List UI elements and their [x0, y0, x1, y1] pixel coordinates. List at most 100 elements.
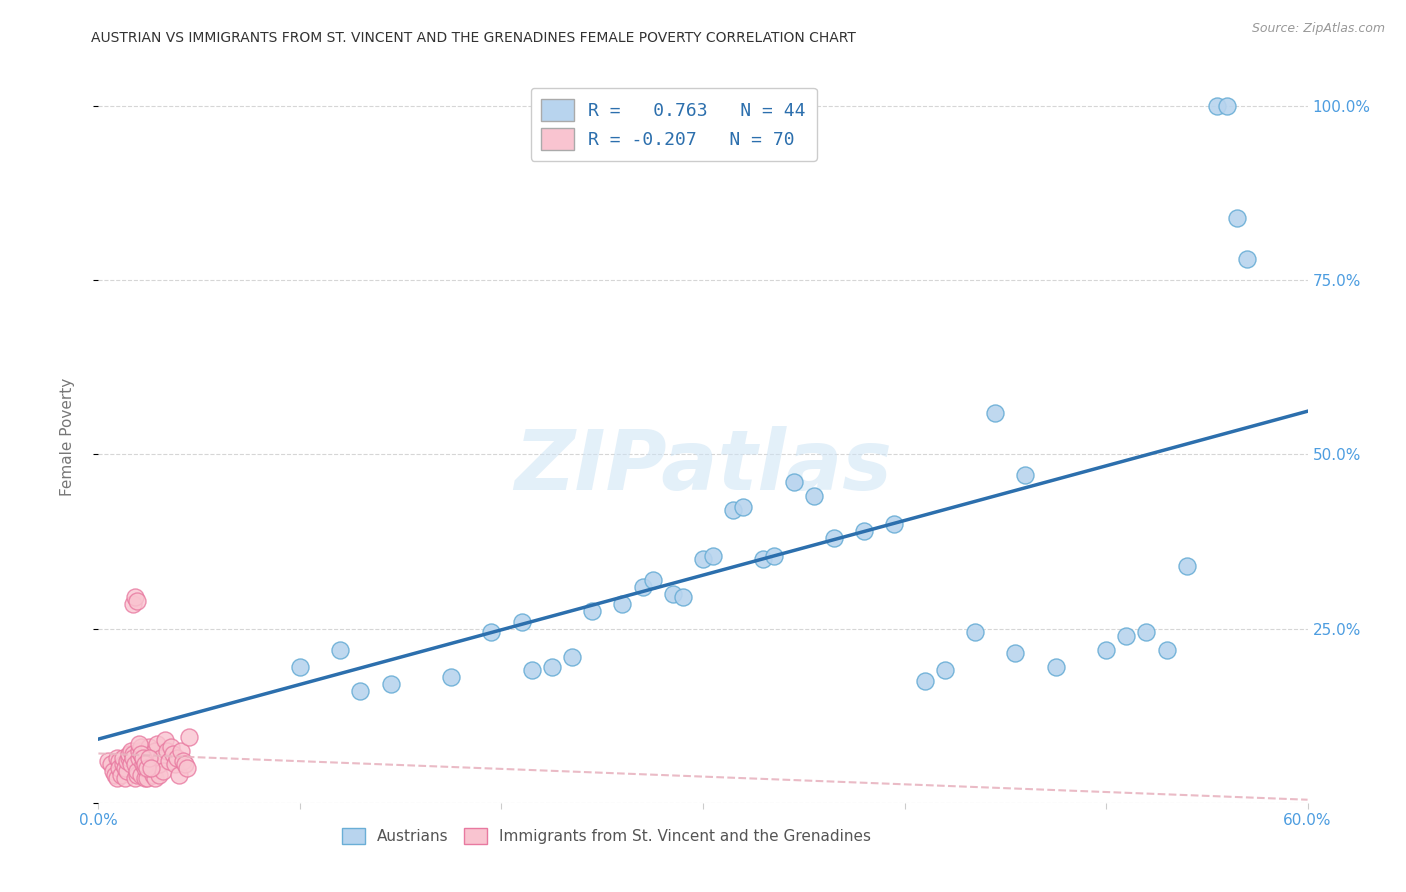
Point: [111, 757, 134, 772]
Point: [167, 768, 190, 782]
Point: [762, 549, 785, 563]
Point: [153, 733, 176, 747]
Point: [170, 743, 193, 757]
Point: [121, 597, 143, 611]
Point: [101, 764, 124, 779]
Point: [914, 673, 936, 688]
Point: [105, 772, 128, 786]
Point: [107, 754, 129, 768]
Point: [148, 768, 170, 782]
Point: [1014, 468, 1036, 483]
Point: [124, 772, 146, 786]
Point: [139, 757, 162, 772]
Point: [1175, 558, 1198, 573]
Point: [103, 768, 125, 782]
Point: [163, 757, 186, 772]
Point: [110, 768, 132, 782]
Text: ZIPatlas: ZIPatlas: [515, 425, 891, 507]
Point: [1135, 625, 1157, 640]
Point: [132, 750, 155, 764]
Point: [160, 740, 183, 755]
Point: [142, 768, 165, 782]
Point: [661, 99, 683, 113]
Point: [520, 664, 543, 678]
Point: [672, 591, 695, 605]
Point: [783, 475, 806, 490]
Point: [121, 750, 143, 764]
Point: [1226, 211, 1249, 225]
Point: [143, 772, 166, 786]
Point: [1206, 99, 1229, 113]
Point: [115, 754, 138, 768]
Point: [176, 761, 198, 775]
Point: [142, 750, 165, 764]
Point: [128, 737, 150, 751]
Point: [134, 761, 156, 775]
Point: [143, 743, 166, 757]
Point: [349, 684, 371, 698]
Point: [174, 757, 197, 772]
Point: [111, 750, 134, 764]
Point: [162, 747, 184, 761]
Point: [115, 764, 138, 779]
Point: [853, 524, 876, 538]
Point: [883, 517, 905, 532]
Point: [105, 750, 128, 764]
Point: [179, 730, 201, 744]
Point: [118, 747, 141, 761]
Point: [1156, 642, 1178, 657]
Point: [120, 743, 142, 757]
Point: [510, 615, 533, 629]
Point: [149, 750, 172, 764]
Point: [803, 489, 825, 503]
Point: [138, 754, 160, 768]
Point: [481, 625, 503, 640]
Point: [107, 761, 129, 775]
Point: [1095, 642, 1118, 657]
Point: [114, 761, 136, 775]
Point: [135, 761, 157, 775]
Point: [612, 597, 634, 611]
Point: [146, 737, 169, 751]
Point: [288, 660, 311, 674]
Point: [139, 761, 162, 775]
Point: [125, 594, 148, 608]
Point: [128, 750, 150, 764]
Point: [934, 664, 956, 678]
Point: [129, 768, 152, 782]
Point: [129, 740, 152, 755]
Point: [166, 750, 188, 764]
Point: [984, 406, 1007, 420]
Point: [152, 764, 174, 779]
Point: [156, 743, 179, 757]
Point: [148, 757, 170, 772]
Point: [172, 754, 194, 768]
Legend: Austrians, Immigrants from St. Vincent and the Grenadines: Austrians, Immigrants from St. Vincent a…: [336, 822, 877, 850]
Point: [440, 670, 463, 684]
Point: [723, 503, 745, 517]
Point: [581, 604, 603, 618]
Point: [132, 750, 155, 764]
Point: [692, 552, 714, 566]
Point: [965, 625, 987, 640]
Point: [380, 677, 402, 691]
Point: [329, 642, 352, 657]
Point: [132, 757, 155, 772]
Y-axis label: Female Poverty: Female Poverty: [60, 378, 75, 496]
Point: [1115, 629, 1137, 643]
Point: [752, 552, 775, 566]
Point: [118, 750, 141, 764]
Point: [129, 747, 152, 761]
Point: [135, 750, 157, 764]
Point: [128, 743, 150, 757]
Point: [97, 754, 120, 768]
Point: [661, 587, 683, 601]
Point: [1004, 646, 1026, 660]
Point: [124, 591, 146, 605]
Point: [1236, 252, 1258, 267]
Point: [100, 757, 122, 772]
Point: [124, 757, 146, 772]
Point: [114, 772, 136, 786]
Point: [138, 750, 160, 764]
Point: [540, 660, 562, 674]
